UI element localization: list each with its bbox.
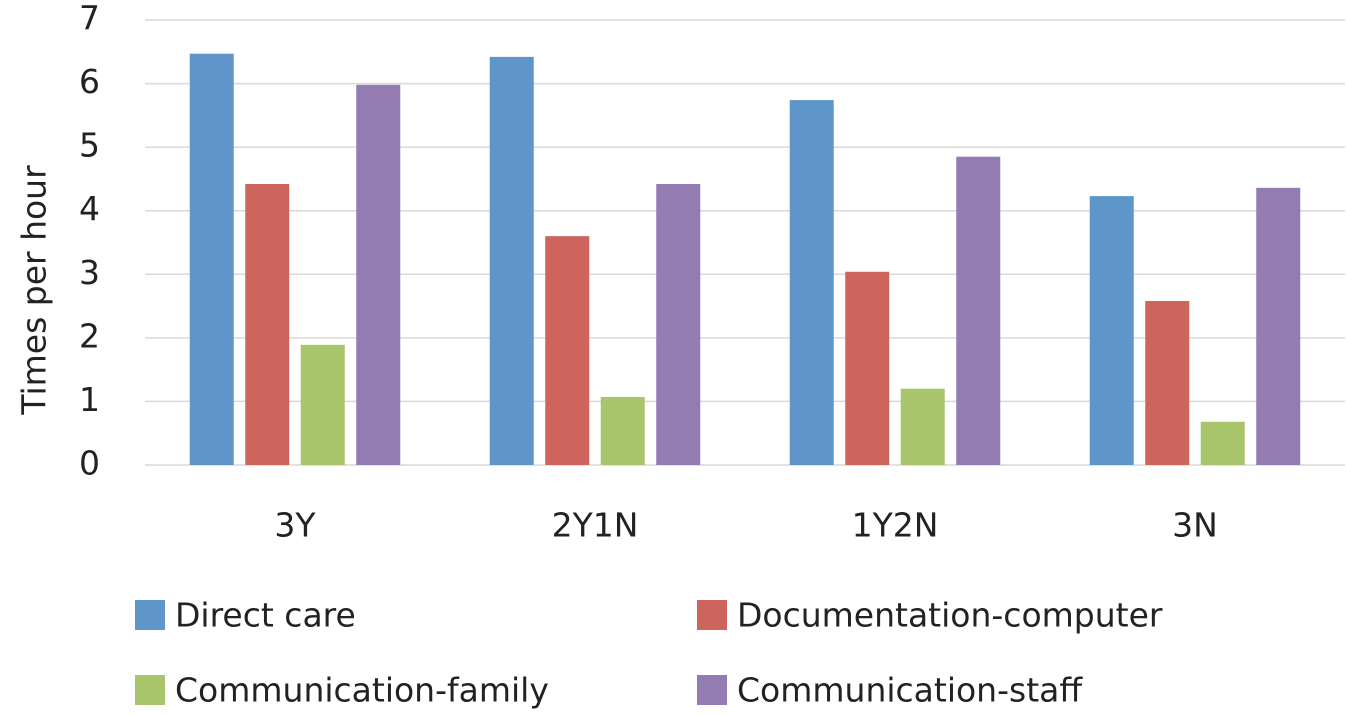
legend-label: Direct care xyxy=(175,596,356,635)
bar xyxy=(900,388,945,465)
y-axis-label: Times per hour xyxy=(15,165,54,416)
y-tick-label: 0 xyxy=(79,444,100,483)
x-tick-label: 3N xyxy=(1172,506,1218,545)
x-tick-label: 3Y xyxy=(274,506,316,545)
legend-swatch xyxy=(135,675,165,705)
bar xyxy=(789,100,834,465)
bar xyxy=(489,56,534,465)
bar xyxy=(600,396,645,465)
y-tick-label: 7 xyxy=(79,0,100,38)
legend-label: Communication-staff xyxy=(737,671,1083,710)
legend-label: Documentation-computer xyxy=(737,596,1163,635)
bar xyxy=(956,156,1001,465)
bar xyxy=(845,271,890,465)
bar xyxy=(545,236,590,465)
legend-swatch xyxy=(697,675,727,705)
bar xyxy=(300,344,345,465)
bar xyxy=(356,84,401,465)
y-tick-label: 4 xyxy=(79,189,100,228)
bar xyxy=(1200,421,1245,465)
bar xyxy=(1145,300,1190,465)
legend-swatch xyxy=(135,600,165,630)
y-tick-label: 5 xyxy=(79,126,100,165)
bar xyxy=(1256,187,1301,466)
y-tick-label: 2 xyxy=(79,316,100,355)
legend-label: Communication-family xyxy=(175,671,549,710)
bar xyxy=(189,53,234,465)
legend-swatch xyxy=(697,600,727,630)
y-tick-label: 1 xyxy=(79,380,100,419)
y-tick-label: 3 xyxy=(79,253,100,292)
x-tick-label: 1Y2N xyxy=(852,506,939,545)
bar xyxy=(1089,196,1134,466)
bar xyxy=(656,184,701,465)
x-tick-label: 2Y1N xyxy=(552,506,639,545)
y-tick-label: 6 xyxy=(79,62,100,101)
bar xyxy=(245,184,290,465)
